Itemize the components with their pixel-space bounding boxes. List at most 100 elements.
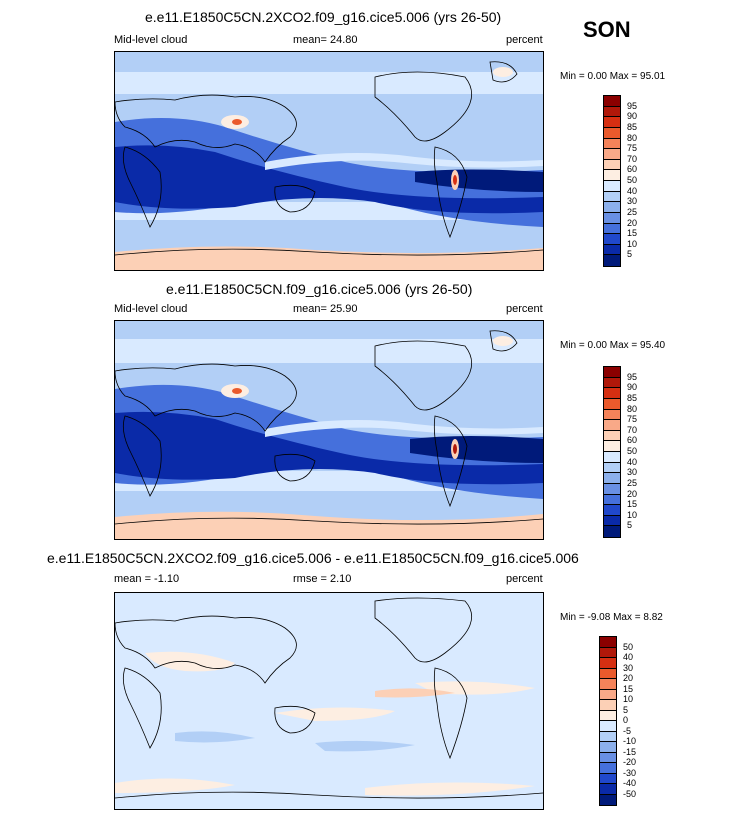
panel-3-map-svg — [115, 593, 543, 809]
colorbar-swatch — [604, 149, 620, 160]
panel-3-mean-label: mean = -1.10 — [114, 573, 180, 585]
colorbar-swatch — [600, 668, 616, 679]
colorbar-label: -40 — [623, 778, 637, 788]
colorbar-swatch — [600, 637, 616, 648]
panel-2-mean-label: mean= 25.90 — [293, 303, 358, 315]
colorbar-swatch — [604, 255, 620, 266]
colorbar-label: 85 — [627, 121, 638, 132]
panel-3-minmax: Min = -9.08 Max = 8.82 — [560, 612, 663, 623]
colorbar-swatch — [604, 170, 620, 181]
colorbar-swatch — [604, 398, 620, 410]
map-region-antarctica — [115, 246, 543, 270]
colorbar-swatch — [604, 106, 620, 118]
map-region-greenland — [493, 336, 513, 346]
map-background — [115, 593, 543, 809]
map-diff-positive — [145, 651, 235, 672]
map-region-itcz — [265, 153, 543, 170]
colorbar-swatch — [604, 191, 620, 203]
colorbar-swatch — [604, 505, 620, 516]
colorbar-label: 5 — [627, 249, 633, 260]
colorbar-swatch — [600, 752, 616, 763]
colorbar-label: -50 — [623, 788, 637, 799]
colorbar-label: 20 — [623, 673, 634, 683]
map-band — [115, 339, 543, 363]
panel-1-mean-label: mean= 24.80 — [293, 34, 358, 46]
colorbar-label: 95 — [627, 100, 638, 111]
colorbar-swatch — [604, 181, 620, 192]
panel-1-title: e.e11.E1850C5CN.2XCO2.f09_g16.cice5.006 … — [145, 9, 502, 25]
map-region-deepest — [410, 436, 543, 463]
panel-3-units-label: percent — [506, 573, 543, 585]
panel-1-map-svg — [115, 52, 543, 270]
colorbar-label: -20 — [623, 757, 637, 767]
panel-2-variable-label: Mid-level cloud — [114, 303, 188, 315]
colorbar-label: 60 — [627, 164, 638, 175]
colorbar-label: 85 — [627, 392, 638, 403]
panel-1-map — [114, 51, 544, 271]
map-diff-negative — [175, 731, 255, 743]
colorbar-label: -15 — [623, 746, 637, 757]
colorbar-swatch — [604, 96, 620, 107]
map-region-itcz — [265, 420, 543, 437]
colorbar-label: 50 — [623, 641, 634, 652]
colorbar-swatch — [604, 244, 620, 256]
continent-outlines — [115, 597, 543, 799]
map-region-andes-max — [453, 444, 457, 454]
colorbar-label: -10 — [623, 736, 637, 746]
panel-2-minmax: Min = 0.00 Max = 95.40 — [560, 340, 666, 351]
colorbar-swatch — [604, 212, 620, 224]
colorbar-swatch — [604, 234, 620, 245]
continent-outlines — [115, 61, 543, 256]
panel-2-title: e.e11.E1850C5CN.f09_g16.cice5.006 (yrs 2… — [166, 281, 473, 297]
colorbar-swatch — [600, 647, 616, 658]
colorbar-label: -30 — [623, 767, 637, 778]
map-band — [115, 72, 543, 94]
colorbar-swatch — [600, 731, 616, 742]
colorbar-label: 90 — [627, 111, 638, 122]
season-label: SON — [583, 17, 631, 42]
colorbar-swatch — [604, 452, 620, 463]
panel-3-colorbar — [599, 636, 617, 806]
colorbar-swatch — [604, 515, 620, 527]
colorbar-label: 80 — [627, 403, 638, 414]
colorbar-label: 30 — [627, 467, 638, 478]
map-region-deep — [115, 411, 543, 485]
colorbar-swatch — [604, 367, 620, 378]
panel-1-colorbar — [603, 95, 621, 267]
colorbar-swatch — [604, 388, 620, 399]
colorbar-label: 0 — [623, 715, 629, 725]
colorbar-swatch — [604, 223, 620, 235]
colorbar-swatch — [600, 658, 616, 669]
colorbar-swatch — [600, 784, 616, 795]
colorbar-label: 25 — [627, 477, 638, 488]
colorbar-label: 40 — [627, 185, 638, 196]
panel-2-map — [114, 320, 544, 540]
colorbar-label: 40 — [627, 456, 638, 467]
colorbar-swatch — [600, 679, 616, 690]
colorbar-label: -5 — [623, 725, 632, 736]
map-region-tibet-max — [232, 119, 242, 125]
colorbar-swatch — [604, 483, 620, 495]
colorbar-label: 60 — [627, 435, 638, 446]
map-diff-positive — [365, 782, 535, 796]
colorbar-label: 50 — [627, 446, 638, 456]
map-diff-positive — [115, 778, 235, 793]
colorbar-swatch — [604, 441, 620, 452]
colorbar-swatch — [604, 494, 620, 506]
colorbar-label: 75 — [627, 414, 638, 425]
colorbar-swatch — [604, 473, 620, 484]
panel-1-units-label: percent — [506, 34, 543, 46]
map-region-tibet-max — [232, 388, 242, 394]
colorbar-swatch — [604, 377, 620, 389]
colorbar-swatch — [600, 742, 616, 753]
panel-2-units-label: percent — [506, 303, 543, 315]
colorbar-swatch — [604, 409, 620, 421]
colorbar-label: 70 — [627, 153, 638, 164]
map-region-andes-max — [453, 175, 457, 185]
colorbar-swatch — [604, 420, 620, 431]
map-diff-positive — [275, 707, 395, 721]
colorbar-label: 50 — [627, 175, 638, 185]
colorbar-swatch — [604, 159, 620, 171]
colorbar-swatch — [604, 127, 620, 139]
colorbar-label: 75 — [627, 143, 638, 154]
